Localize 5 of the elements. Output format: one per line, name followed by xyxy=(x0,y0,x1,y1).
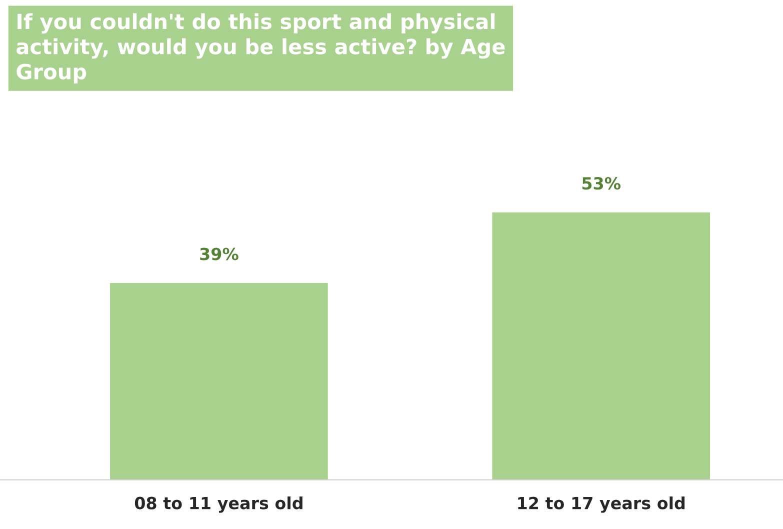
x-tick-label: 12 to 17 years old xyxy=(518,496,685,513)
chart-title: If you couldn't do this sport and physical activity, would you be less active? by Age Group xyxy=(16,13,505,84)
data-label: 53% xyxy=(582,177,621,190)
data-label: 39% xyxy=(200,248,238,260)
x-tick-label: 08 to 11 years old xyxy=(134,496,302,513)
